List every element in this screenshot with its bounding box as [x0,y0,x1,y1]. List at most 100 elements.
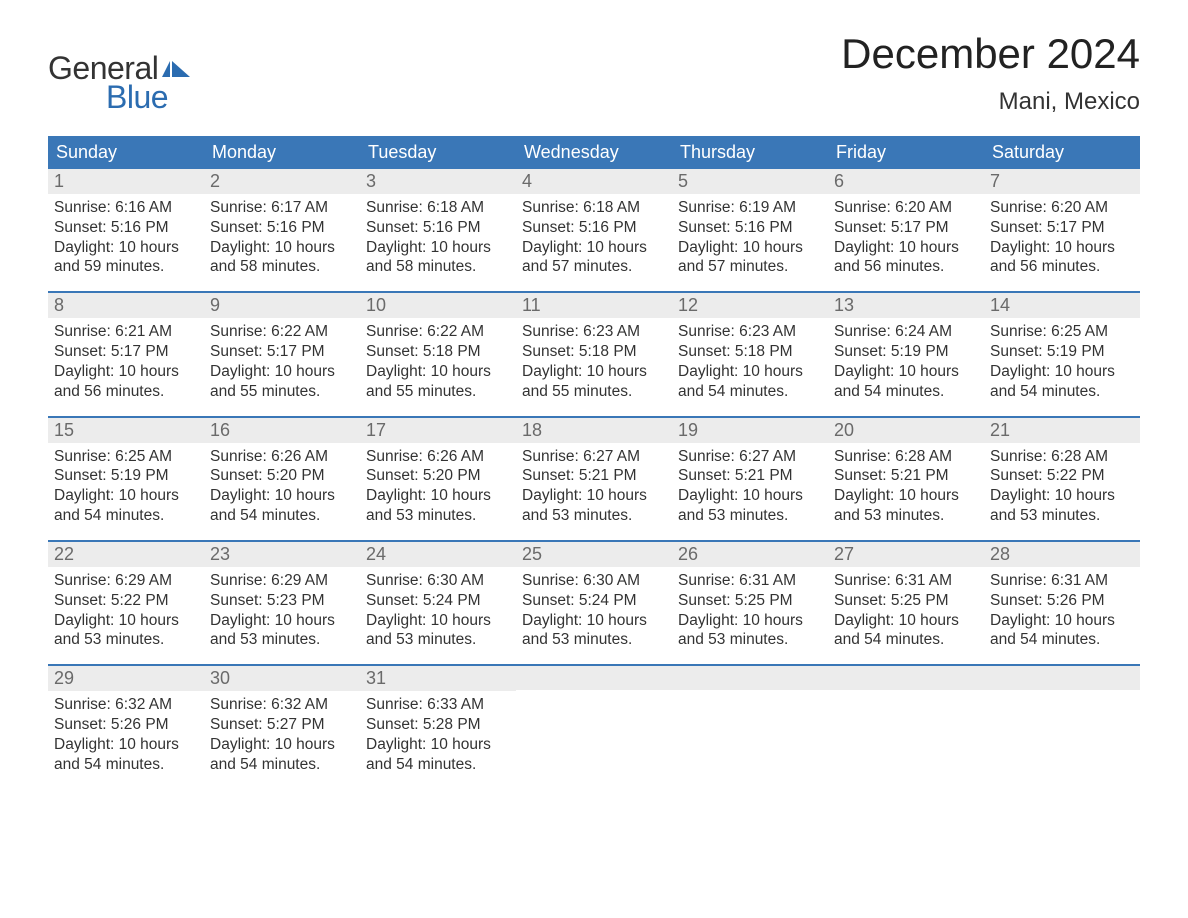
sunset-line: Sunset: 5:17 PM [834,218,978,238]
sunrise-line: Sunrise: 6:28 AM [990,447,1134,467]
day-body: Sunrise: 6:27 AMSunset: 5:21 PMDaylight:… [516,443,672,526]
sunrise-line: Sunrise: 6:20 AM [990,198,1134,218]
day-number: 5 [672,169,828,194]
daylight-line: Daylight: 10 hours and 54 minutes. [678,362,822,402]
day-cell: 4Sunrise: 6:18 AMSunset: 5:16 PMDaylight… [516,169,672,291]
daylight-line: Daylight: 10 hours and 58 minutes. [210,238,354,278]
day-number: 27 [828,542,984,567]
day-number: 17 [360,418,516,443]
sunrise-line: Sunrise: 6:23 AM [678,322,822,342]
daylight-line: Daylight: 10 hours and 54 minutes. [54,735,198,775]
location: Mani, Mexico [841,88,1140,116]
day-cell: 8Sunrise: 6:21 AMSunset: 5:17 PMDaylight… [48,293,204,415]
sunset-line: Sunset: 5:26 PM [54,715,198,735]
daylight-line: Daylight: 10 hours and 57 minutes. [678,238,822,278]
month-title: December 2024 [841,30,1140,78]
day-body: Sunrise: 6:32 AMSunset: 5:27 PMDaylight:… [204,691,360,774]
dow-wednesday: Wednesday [516,136,672,169]
daylight-line: Daylight: 10 hours and 53 minutes. [834,486,978,526]
sunset-line: Sunset: 5:22 PM [990,466,1134,486]
sunrise-line: Sunrise: 6:27 AM [522,447,666,467]
day-number [828,666,984,690]
day-cell: 29Sunrise: 6:32 AMSunset: 5:26 PMDayligh… [48,666,204,788]
day-cell: 7Sunrise: 6:20 AMSunset: 5:17 PMDaylight… [984,169,1140,291]
daylight-line: Daylight: 10 hours and 53 minutes. [522,611,666,651]
day-body: Sunrise: 6:31 AMSunset: 5:25 PMDaylight:… [672,567,828,650]
day-cell: 25Sunrise: 6:30 AMSunset: 5:24 PMDayligh… [516,542,672,664]
day-body: Sunrise: 6:28 AMSunset: 5:21 PMDaylight:… [828,443,984,526]
day-number: 20 [828,418,984,443]
sunset-line: Sunset: 5:18 PM [678,342,822,362]
sunset-line: Sunset: 5:24 PM [522,591,666,611]
sunrise-line: Sunrise: 6:22 AM [210,322,354,342]
day-cell: 30Sunrise: 6:32 AMSunset: 5:27 PMDayligh… [204,666,360,788]
sunset-line: Sunset: 5:28 PM [366,715,510,735]
sunrise-line: Sunrise: 6:20 AM [834,198,978,218]
day-number: 25 [516,542,672,567]
day-cell: 27 Sunrise: 6:31 AMSunset: 5:25 PMDayligh… [828,542,984,664]
day-cell: 21Sunrise: 6:28 AMSunset: 5:22 PMDayligh… [984,418,1140,540]
day-cell: 16Sunrise: 6:26 AMSunset: 5:20 PMDayligh… [204,418,360,540]
day-cell: 14Sunrise: 6:25 AMSunset: 5:19 PMDayligh… [984,293,1140,415]
daylight-line: Daylight: 10 hours and 53 minutes. [54,611,198,651]
sunset-line: Sunset: 5:16 PM [678,218,822,238]
sunrise-line: Sunrise: 6:26 AM [366,447,510,467]
sunrise-line: Sunrise: 6:26 AM [210,447,354,467]
day-body: Sunrise: 6:16 AMSunset: 5:16 PMDaylight:… [48,194,204,277]
header: General Blue December 2024 Mani, Mexico [48,30,1140,130]
daylight-line: Daylight: 10 hours and 53 minutes. [678,486,822,526]
day-cell: 1Sunrise: 6:16 AMSunset: 5:16 PMDaylight… [48,169,204,291]
daylight-line: Daylight: 10 hours and 55 minutes. [522,362,666,402]
logo: General Blue [48,30,190,116]
day-body: Sunrise: 6:24 AMSunset: 5:19 PMDaylight:… [828,318,984,401]
week-row: 15Sunrise: 6:25 AMSunset: 5:19 PMDayligh… [48,416,1140,540]
sunset-line: Sunset: 5:16 PM [522,218,666,238]
daylight-line: Daylight: 10 hours and 56 minutes. [54,362,198,402]
day-cell: 6Sunrise: 6:20 AMSunset: 5:17 PMDaylight… [828,169,984,291]
day-cell: 22Sunrise: 6:29 AMSunset: 5:22 PMDayligh… [48,542,204,664]
daylight-line: Daylight: 10 hours and 59 minutes. [54,238,198,278]
day-cell: 12Sunrise: 6:23 AMSunset: 5:18 PMDayligh… [672,293,828,415]
day-cell: 19Sunrise: 6:27 AMSunset: 5:21 PMDayligh… [672,418,828,540]
day-body: Sunrise: 6:26 AMSunset: 5:20 PMDaylight:… [204,443,360,526]
sunrise-line: Sunrise: 6:32 AM [210,695,354,715]
daylight-line: Daylight: 10 hours and 54 minutes. [834,611,978,651]
dow-monday: Monday [204,136,360,169]
dow-friday: Friday [828,136,984,169]
day-body: Sunrise: 6:27 AMSunset: 5:21 PMDaylight:… [672,443,828,526]
day-number: 29 [48,666,204,691]
sunset-line: Sunset: 5:19 PM [990,342,1134,362]
daylight-line: Daylight: 10 hours and 56 minutes. [990,238,1134,278]
day-number: 23 [204,542,360,567]
week-row: 29Sunrise: 6:32 AMSunset: 5:26 PMDayligh… [48,664,1140,788]
day-number [672,666,828,690]
daylight-line: Daylight: 10 hours and 55 minutes. [210,362,354,402]
day-number: 4 [516,169,672,194]
sunset-line: Sunset: 5:19 PM [54,466,198,486]
daylight-line: Daylight: 10 hours and 58 minutes. [366,238,510,278]
day-body: Sunrise: 6:30 AMSunset: 5:24 PMDaylight:… [360,567,516,650]
sunrise-line: Sunrise: 6:16 AM [54,198,198,218]
day-cell: 17Sunrise: 6:26 AMSunset: 5:20 PMDayligh… [360,418,516,540]
day-number: 15 [48,418,204,443]
sunset-line: Sunset: 5:17 PM [990,218,1134,238]
sunset-line: Sunset: 5:19 PM [834,342,978,362]
sunrise-line: Sunrise: 6:19 AM [678,198,822,218]
daylight-line: Daylight: 10 hours and 54 minutes. [366,735,510,775]
sunrise-line: Sunrise: 6:31 AM [834,571,978,591]
sunrise-line: Sunrise: 6:18 AM [522,198,666,218]
sunrise-line: Sunrise: 6:33 AM [366,695,510,715]
week-row: 22Sunrise: 6:29 AMSunset: 5:22 PMDayligh… [48,540,1140,664]
day-body: Sunrise: 6:18 AMSunset: 5:16 PMDaylight:… [516,194,672,277]
sunset-line: Sunset: 5:17 PM [54,342,198,362]
daylight-line: Daylight: 10 hours and 55 minutes. [366,362,510,402]
logo-text-blue: Blue [106,79,168,116]
sunset-line: Sunset: 5:25 PM [834,591,978,611]
day-cell: 18Sunrise: 6:27 AMSunset: 5:21 PMDayligh… [516,418,672,540]
sunset-line: Sunset: 5:23 PM [210,591,354,611]
sunrise-line: Sunrise: 6:28 AM [834,447,978,467]
sunrise-line: Sunrise: 6:23 AM [522,322,666,342]
sunrise-line: Sunrise: 6:18 AM [366,198,510,218]
daylight-line: Daylight: 10 hours and 54 minutes. [54,486,198,526]
sunset-line: Sunset: 5:22 PM [54,591,198,611]
